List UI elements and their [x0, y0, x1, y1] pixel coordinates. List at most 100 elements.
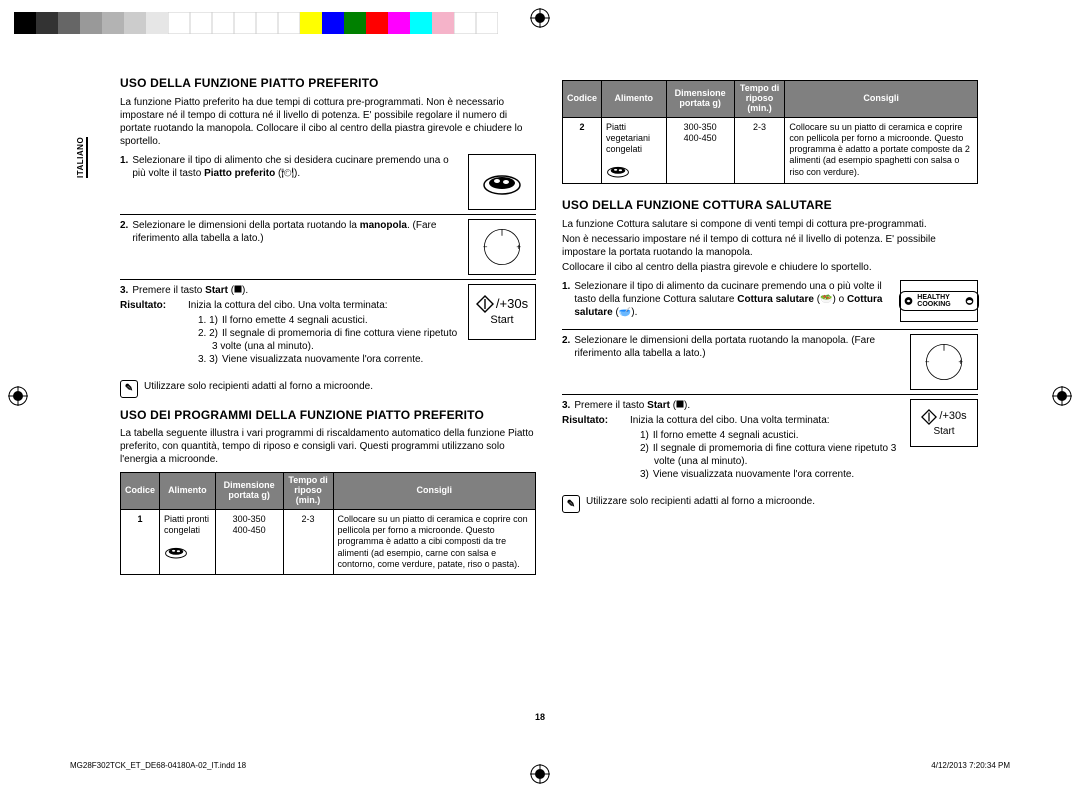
th-code: Codice [563, 81, 602, 118]
th-rest: Tempo di riposo (min.) [283, 473, 333, 510]
right-column: Codice Alimento Dimensione portata g) Te… [562, 76, 978, 696]
th-portion: Dimensione portata g) [666, 81, 734, 118]
step-text: Premere il tasto [132, 285, 205, 296]
left-column: USO DELLA FUNZIONE PIATTO PREFERITO La f… [120, 76, 536, 696]
svg-text:+: + [958, 357, 963, 366]
programs-table-left: Codice Alimento Dimensione portata g) Te… [120, 472, 536, 575]
start-label: Start [490, 313, 513, 327]
note-icon: ✎ [562, 495, 580, 513]
heading-favourite-dish: USO DELLA FUNZIONE PIATTO PREFERITO [120, 76, 536, 92]
start-label: Start [933, 425, 954, 438]
step-3-right: 3. Premere il tasto Start (⯀). Risultato… [562, 399, 978, 489]
result-item: Viene visualizzata nuovamente l'ora corr… [222, 354, 423, 365]
registration-mark-top [530, 8, 550, 28]
step-tail: (🥣). [613, 307, 638, 318]
programs-intro: La tabella seguente illustra i vari prog… [120, 427, 536, 466]
page: ITALIANO USO DELLA FUNZIONE PIATTO PREFE… [0, 0, 1080, 792]
svg-text:−: − [925, 357, 930, 366]
result-label: Risultato: [562, 415, 608, 426]
result-item: Il forno emette 4 segnali acustici. [653, 430, 799, 441]
step-tail: (⯀). [228, 285, 248, 296]
step-tail: (⯀). [670, 400, 690, 411]
note-text: Utilizzare solo recipienti adatti al for… [144, 380, 373, 393]
step-text: Premere il tasto [574, 400, 647, 411]
content-columns: USO DELLA FUNZIONE PIATTO PREFERITO La f… [120, 76, 978, 696]
programs-table-right: Codice Alimento Dimensione portata g) Te… [562, 80, 978, 184]
heading-healthy-cooking: USO DELLA FUNZIONE COTTURA SALUTARE [562, 198, 978, 214]
result-item: Il forno emette 4 segnali acustici. [222, 315, 368, 326]
result-item: Viene visualizzata nuovamente l'ora corr… [653, 469, 854, 480]
th-tips: Consigli [333, 473, 535, 510]
footer: MG28F302TCK_ET_DE68-04180A-02_IT.indd 18… [70, 761, 1010, 770]
th-food: Alimento [602, 81, 667, 118]
step-3: 3. Premere il tasto Start (⯀). Risultato… [120, 284, 536, 374]
td-tips: Collocare su un piatto di ceramica e cop… [333, 509, 535, 574]
step-number: 1. [562, 280, 570, 319]
start-plus-text: /+30s [496, 296, 528, 313]
result-item: Il segnale di promemoria di fine cottura… [653, 443, 896, 467]
td-food: Piatti pronti congelati [160, 509, 216, 574]
step-bold: Start [647, 400, 670, 411]
note-text: Utilizzare solo recipienti adatti al for… [586, 495, 815, 508]
dial-icon: −+ [910, 334, 978, 390]
result-text: Inizia la cottura del cibo. Una volta te… [188, 299, 388, 312]
page-number: 18 [0, 712, 1080, 722]
table-row: 2 Piatti vegetariani congelati 300-350 4… [563, 117, 978, 184]
heading-programs: USO DEI PROGRAMMI DELLA FUNZIONE PIATTO … [120, 408, 536, 424]
th-food: Alimento [160, 473, 216, 510]
step-1-right: 1. Selezionare il tipo di alimento da cu… [562, 280, 978, 325]
note-right: ✎ Utilizzare solo recipienti adatti al f… [562, 495, 978, 513]
registration-mark-left [8, 386, 28, 406]
th-rest: Tempo di riposo (min.) [734, 81, 785, 118]
step-text: Selezionare le dimensioni della portata … [574, 334, 902, 360]
result-text: Inizia la cottura del cibo. Una volta te… [630, 414, 830, 427]
dial-icon: −+ [468, 219, 536, 275]
step-bold: Cottura salutare [737, 294, 814, 305]
td-food: Piatti vegetariani congelati [602, 117, 667, 184]
step-number: 2. [562, 334, 570, 360]
result-label: Risultato: [120, 300, 166, 311]
step-mid: (🥗) o [814, 294, 847, 305]
healthy-label: HEALTHY COOKING [917, 294, 961, 308]
svg-text:+: + [516, 242, 521, 251]
result-item: Il segnale di promemoria di fine cottura… [212, 328, 457, 352]
th-code: Codice [121, 473, 160, 510]
td-tips: Collocare su un piatto di ceramica e cop… [785, 117, 978, 184]
note: ✎ Utilizzare solo recipienti adatti al f… [120, 380, 536, 398]
registration-mark-right [1052, 386, 1072, 406]
note-icon: ✎ [120, 380, 138, 398]
color-calibration-bar [14, 12, 498, 34]
td-rest: 2-3 [283, 509, 333, 574]
step-number: 1. [120, 154, 128, 180]
step-number: 3. [562, 399, 570, 412]
healthy-intro-3: Collocare il cibo al centro della piastr… [562, 261, 978, 274]
start-plus-text: /+30s [939, 409, 966, 423]
step-1: 1. Selezionare il tipo di alimento che s… [120, 154, 536, 210]
step-2: 2. Selezionare le dimensioni della porta… [120, 219, 536, 275]
healthy-intro-1: La funzione Cottura salutare si compone … [562, 218, 978, 231]
step-number: 2. [120, 219, 128, 245]
step-tail: (🍽). [275, 168, 300, 179]
td-portion: 300-350 400-450 [215, 509, 283, 574]
healthy-cooking-icon: HEALTHY COOKING [900, 280, 978, 322]
favourite-dish-icon [468, 154, 536, 210]
td-rest: 2-3 [734, 117, 785, 184]
td-code: 2 [563, 117, 602, 184]
step-2-right: 2. Selezionare le dimensioni della porta… [562, 334, 978, 390]
footer-timestamp: 4/12/2013 7:20:34 PM [931, 761, 1010, 770]
intro-text: La funzione Piatto preferito ha due temp… [120, 96, 536, 148]
td-code: 1 [121, 509, 160, 574]
step-text: Selezionare le dimensioni della portata … [132, 220, 359, 231]
language-side-label: ITALIANO [76, 137, 88, 178]
svg-text:−: − [483, 242, 488, 251]
td-portion: 300-350 400-450 [666, 117, 734, 184]
step-bold: Piatto preferito [204, 168, 275, 179]
th-tips: Consigli [785, 81, 978, 118]
start-button-icon: /+30s Start [468, 284, 536, 340]
footer-filename: MG28F302TCK_ET_DE68-04180A-02_IT.indd 18 [70, 761, 246, 770]
healthy-intro-2: Non è necessario impostare né il tempo d… [562, 233, 978, 259]
table-row: 1 Piatti pronti congelati 300-350 400-45… [121, 509, 536, 574]
step-bold: manopola [360, 220, 407, 231]
step-number: 3. [120, 284, 128, 297]
start-button-icon: /+30s Start [910, 399, 978, 447]
